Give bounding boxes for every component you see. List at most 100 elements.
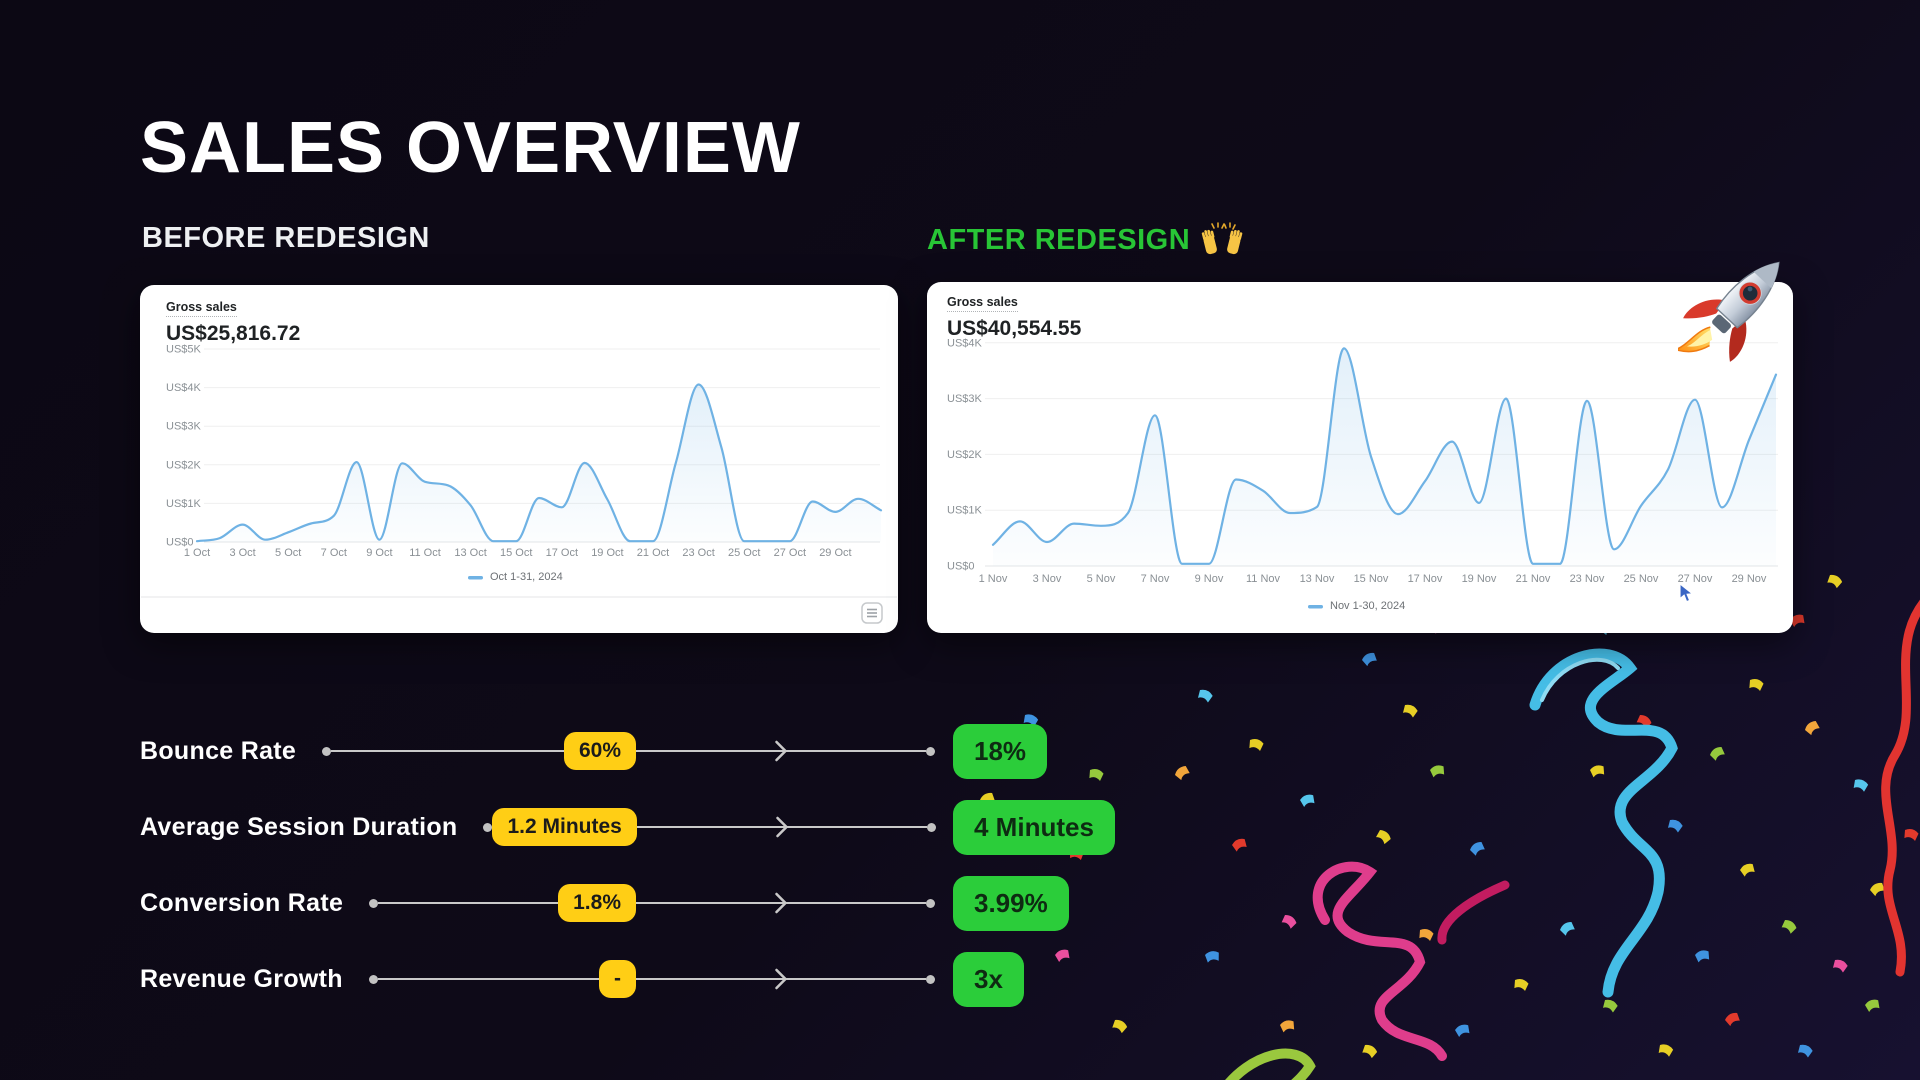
svg-text:25 Nov: 25 Nov bbox=[1624, 573, 1659, 585]
after-value-badge: 3.99% bbox=[953, 875, 1069, 931]
svg-text:3 Oct: 3 Oct bbox=[229, 547, 255, 559]
svg-text:5 Nov: 5 Nov bbox=[1087, 573, 1116, 585]
svg-text:19 Oct: 19 Oct bbox=[591, 547, 623, 559]
svg-text:11 Oct: 11 Oct bbox=[409, 547, 441, 559]
metric-label: Revenue Growth bbox=[140, 964, 343, 993]
svg-text:11 Nov: 11 Nov bbox=[1246, 573, 1281, 585]
svg-text:27 Oct: 27 Oct bbox=[774, 547, 806, 559]
gross-sales-total: US$25,816.72 bbox=[166, 322, 301, 345]
metric-label: Bounce Rate bbox=[140, 736, 297, 765]
track-start-dot bbox=[369, 898, 379, 908]
track-line bbox=[331, 750, 564, 752]
track-line bbox=[636, 892, 926, 914]
metric-track: 1.8% bbox=[369, 884, 935, 922]
gross-sales-total: US$40,554.55 bbox=[947, 317, 1082, 340]
track-line bbox=[377, 978, 599, 980]
svg-text:27 Nov: 27 Nov bbox=[1678, 573, 1713, 585]
svg-text:21 Nov: 21 Nov bbox=[1516, 573, 1551, 585]
metric-track: - bbox=[368, 960, 935, 998]
page-title: SALES OVERVIEW bbox=[140, 108, 801, 188]
track-end-dot bbox=[926, 974, 935, 984]
svg-text:US$4K: US$4K bbox=[947, 337, 983, 349]
raised-hands-icon bbox=[1201, 222, 1243, 255]
track-line bbox=[636, 816, 927, 838]
svg-text:Nov 1-30, 2024: Nov 1-30, 2024 bbox=[1330, 600, 1405, 612]
svg-text:US$3K: US$3K bbox=[947, 393, 983, 405]
svg-text:US$5K: US$5K bbox=[166, 344, 202, 356]
arrow-right-icon bbox=[775, 740, 787, 762]
track-end-dot bbox=[926, 746, 935, 756]
svg-text:15 Oct: 15 Oct bbox=[500, 547, 532, 559]
svg-text:5 Oct: 5 Oct bbox=[275, 547, 301, 559]
svg-text:17 Nov: 17 Nov bbox=[1408, 573, 1443, 585]
before-value-pill: 1.2 Minutes bbox=[492, 808, 637, 846]
before-value-pill: 60% bbox=[563, 732, 636, 770]
gross-sales-chart-after: US$4K US$3K US$2K US$1K US$0 1 Nov 3 Nov 5 Nov 7… bbox=[947, 337, 1778, 612]
arrow-right-icon bbox=[775, 892, 787, 914]
ribbon-cyan bbox=[1529, 648, 1678, 998]
ribbon-pink bbox=[1312, 861, 1447, 1061]
svg-text:1 Oct: 1 Oct bbox=[184, 547, 210, 559]
track-line bbox=[636, 740, 926, 762]
svg-text:9 Oct: 9 Oct bbox=[366, 547, 392, 559]
ribbon-green bbox=[1225, 1048, 1316, 1080]
rocket-icon bbox=[1678, 261, 1780, 362]
ribbon-red bbox=[1881, 599, 1920, 977]
before-value-pill: 1.8% bbox=[558, 884, 636, 922]
after-value-badge: 4 Minutes bbox=[953, 799, 1115, 855]
gross-sales-metric-label: Gross sales bbox=[166, 300, 237, 317]
metric-row-revenue-growth: Revenue Growth - 3x bbox=[140, 941, 1153, 1017]
track-end-dot bbox=[926, 898, 935, 908]
metric-track: 60% bbox=[322, 732, 935, 770]
arrow-right-icon bbox=[776, 816, 788, 838]
metric-label: Conversion Rate bbox=[140, 888, 344, 917]
ribbon-cyan-highlight bbox=[1540, 657, 1620, 702]
svg-text:Oct 1-31, 2024: Oct 1-31, 2024 bbox=[490, 571, 563, 583]
track-start-dot bbox=[483, 822, 493, 832]
metrics-comparison: Bounce Rate 60% 18% Average Session Dura… bbox=[140, 713, 1153, 1017]
svg-text:29 Nov: 29 Nov bbox=[1732, 573, 1767, 585]
svg-text:29 Oct: 29 Oct bbox=[819, 547, 851, 559]
svg-text:US$2K: US$2K bbox=[166, 459, 202, 471]
ribbon-pink-tail bbox=[1437, 880, 1510, 945]
svg-text:17 Oct: 17 Oct bbox=[546, 547, 578, 559]
mouse-cursor bbox=[1679, 583, 1694, 603]
svg-text:19 Nov: 19 Nov bbox=[1462, 573, 1497, 585]
svg-text:25 Oct: 25 Oct bbox=[728, 547, 760, 559]
svg-text:15 Nov: 15 Nov bbox=[1354, 573, 1389, 585]
gross-sales-card-before: Gross sales US$25,816.72 US$5K US$4K US$3K… bbox=[140, 285, 898, 633]
track-end-dot bbox=[926, 822, 936, 832]
track-start-dot bbox=[368, 974, 378, 984]
svg-text:3 Nov: 3 Nov bbox=[1033, 573, 1062, 585]
before-value-pill: - bbox=[599, 960, 636, 998]
metric-row-session-duration: Average Session Duration 1.2 Minutes 4 M… bbox=[140, 789, 1153, 865]
svg-text:21 Oct: 21 Oct bbox=[637, 547, 669, 559]
metric-label: Average Session Duration bbox=[140, 812, 458, 841]
after-redesign-label: AFTER REDESIGN bbox=[927, 222, 1244, 258]
before-redesign-label: BEFORE REDESIGN bbox=[142, 222, 430, 254]
metric-row-conversion-rate: Conversion Rate 1.8% 3.99% bbox=[140, 865, 1153, 941]
data-table-icon bbox=[861, 602, 883, 624]
arrow-right-icon bbox=[775, 968, 787, 990]
svg-text:7 Nov: 7 Nov bbox=[1141, 573, 1170, 585]
svg-text:US$3K: US$3K bbox=[166, 421, 202, 433]
svg-text:US$4K: US$4K bbox=[166, 382, 202, 394]
gross-sales-metric-label: Gross sales bbox=[947, 295, 1018, 312]
svg-text:US$0: US$0 bbox=[166, 537, 194, 549]
gross-sales-chart-before: US$5K US$4K US$3K US$2K US$1K US$01 Oct 3 Oct 5… bbox=[141, 344, 897, 598]
svg-text:US$1K: US$1K bbox=[947, 505, 983, 517]
svg-text:9 Nov: 9 Nov bbox=[1195, 573, 1224, 585]
svg-text:23 Nov: 23 Nov bbox=[1570, 573, 1605, 585]
svg-text:13 Nov: 13 Nov bbox=[1300, 573, 1335, 585]
track-line bbox=[378, 902, 559, 904]
track-start-dot bbox=[322, 746, 332, 756]
svg-text:US$1K: US$1K bbox=[166, 498, 202, 510]
svg-text:US$0: US$0 bbox=[947, 561, 975, 573]
svg-text:7 Oct: 7 Oct bbox=[321, 547, 347, 559]
svg-text:1 Nov: 1 Nov bbox=[979, 573, 1008, 585]
gross-sales-card-after: Gross sales US$40,554.55 US$4K US$3K US$2K… bbox=[927, 282, 1793, 633]
after-value-badge: 3x bbox=[953, 951, 1024, 1007]
after-value-badge: 18% bbox=[953, 723, 1048, 779]
track-line bbox=[636, 968, 926, 990]
